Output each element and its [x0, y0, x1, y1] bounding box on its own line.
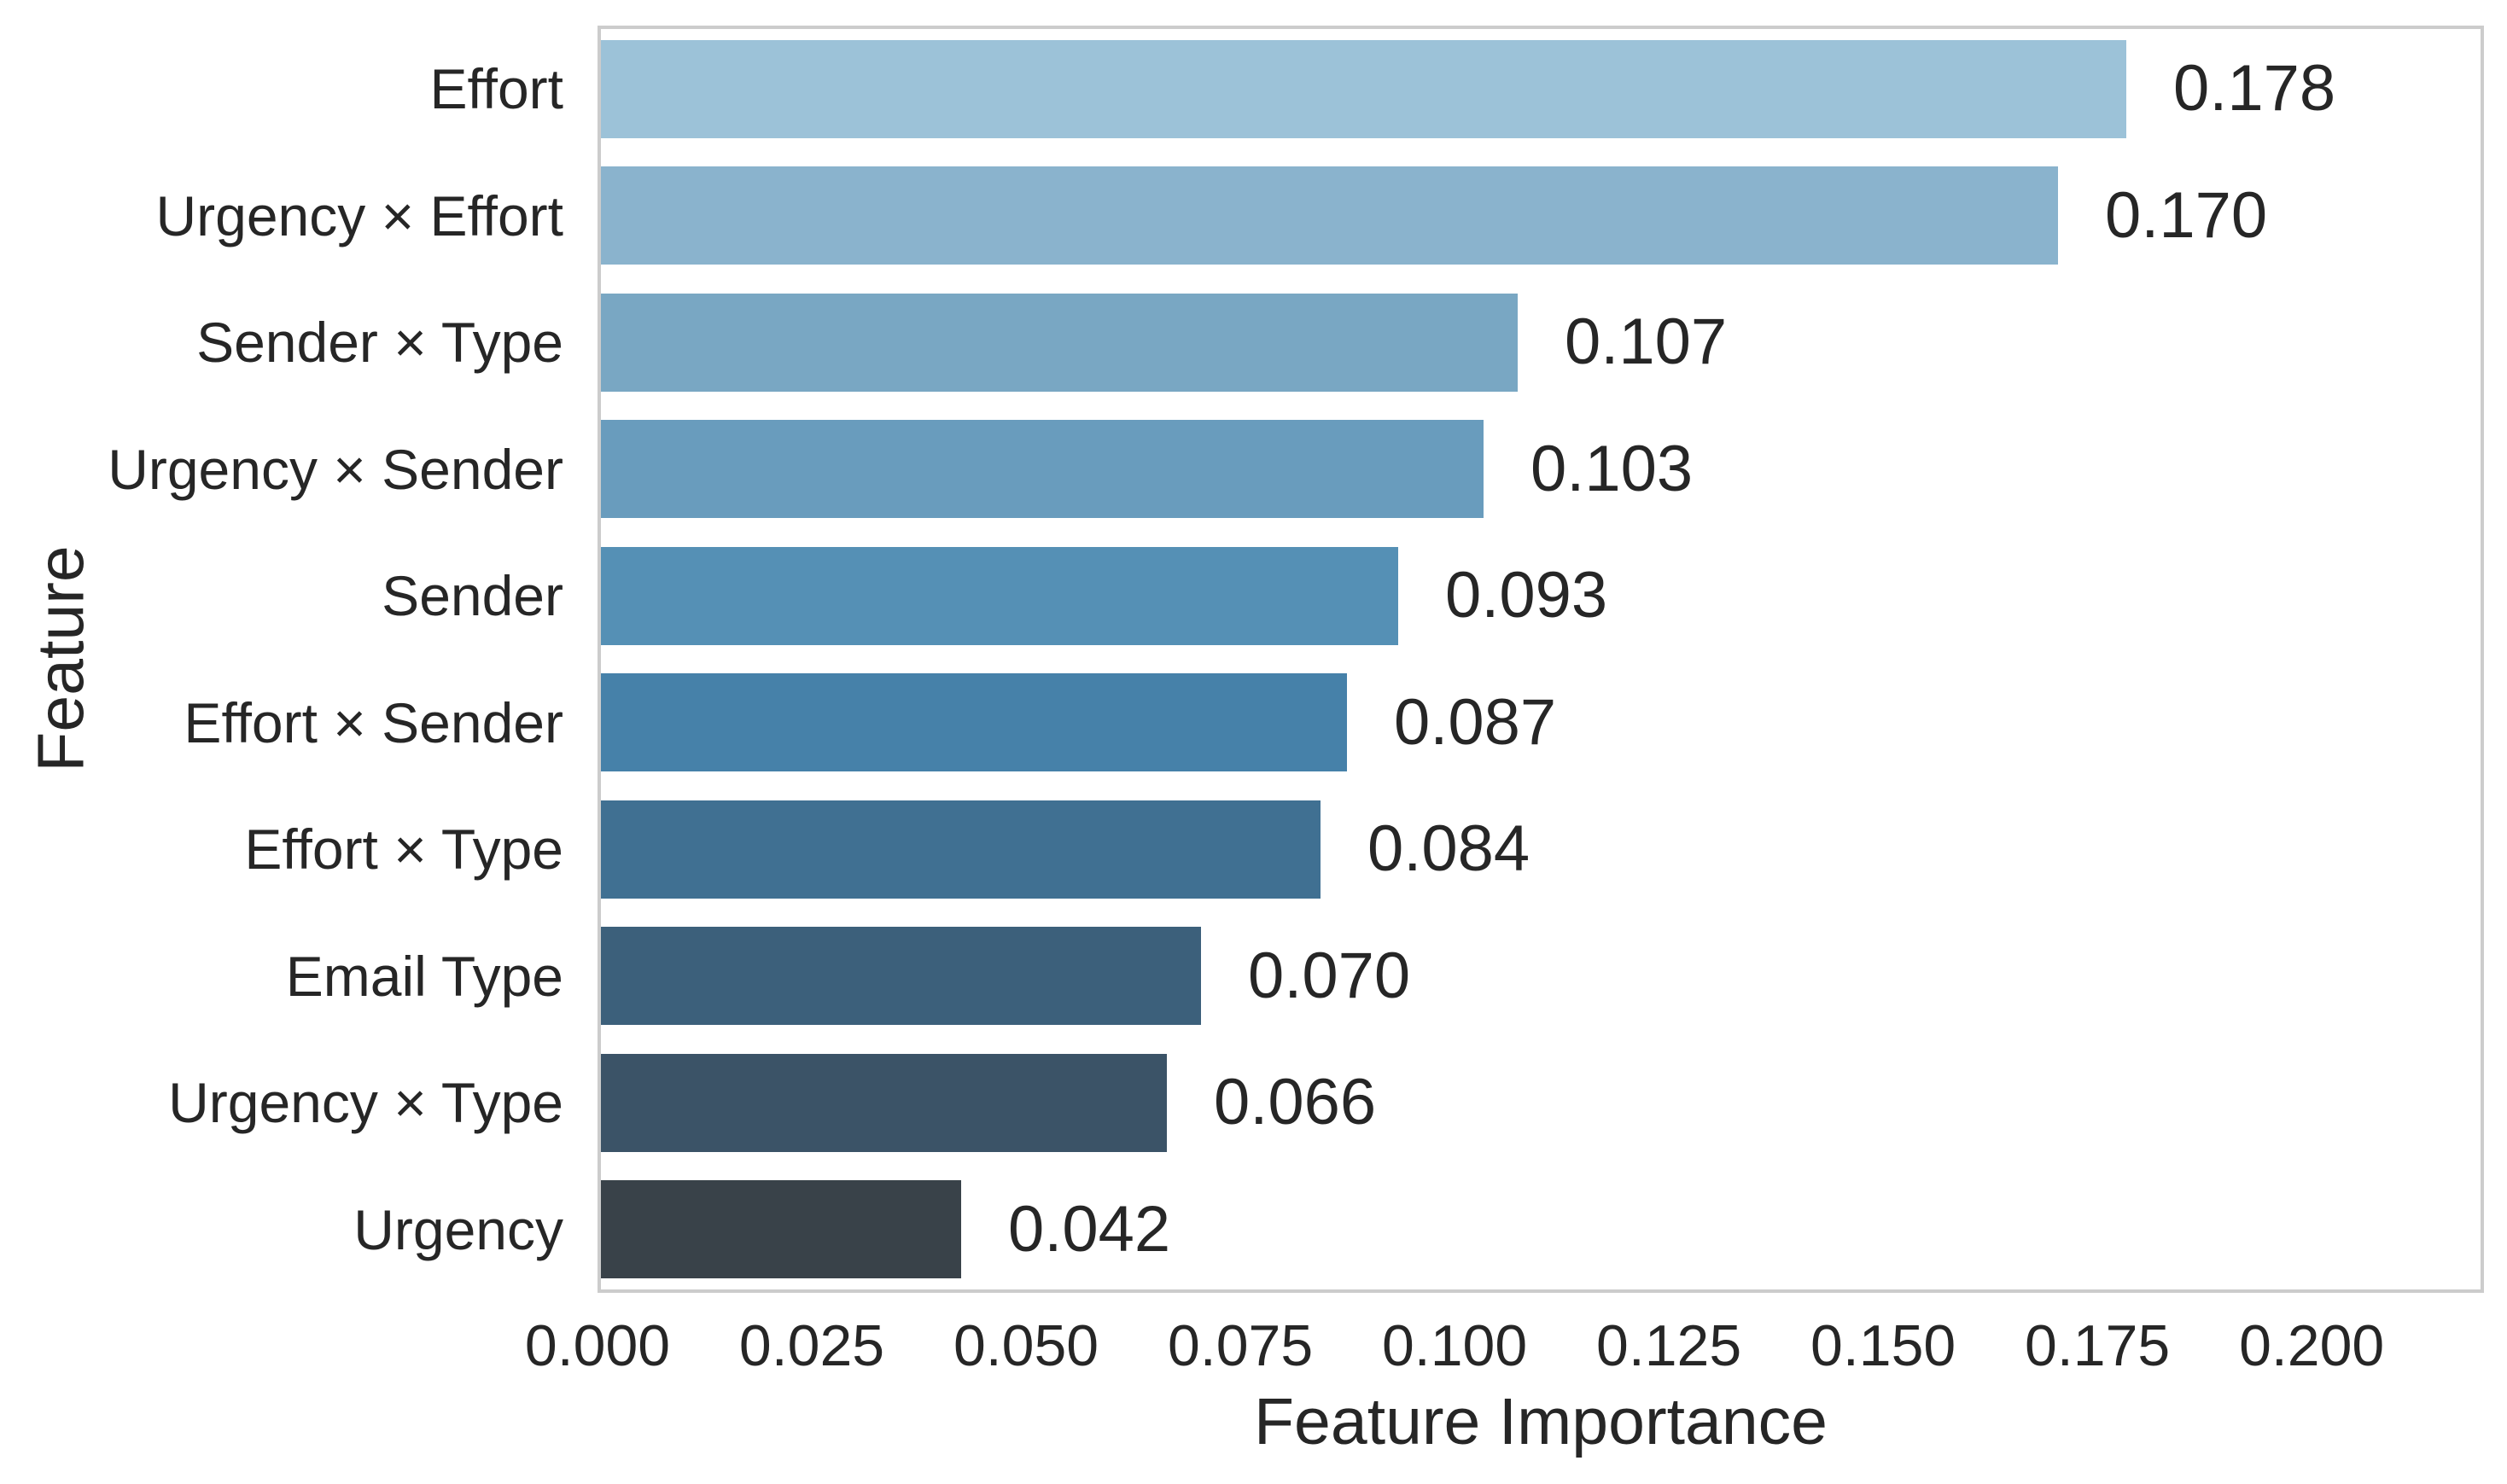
bar-value-label: 0.066 [1214, 1066, 1377, 1139]
bar-value-label: 0.170 [2105, 178, 2268, 252]
y-tick-label: Email Type [285, 944, 563, 1008]
bar-urgency-effort [601, 166, 2058, 265]
x-tick-label: 0.075 [1167, 1313, 1314, 1378]
plot-area: 0.178 0.170 0.107 0.103 0.093 0.087 0.084 0.070… [598, 26, 2484, 1293]
bar-urgency [601, 1180, 961, 1279]
y-tick-labels: Effort Urgency × Effort Sender × Type Urgen… [0, 26, 563, 1293]
bar-value-label: 0.178 [2173, 52, 2336, 125]
y-tick-label: Effort [429, 57, 563, 121]
y-tick-label: Sender [382, 564, 563, 628]
x-axis-title: Feature Importance [1254, 1385, 1828, 1458]
bar-urgency-sender [601, 420, 1484, 519]
bar-value-label: 0.107 [1565, 306, 1728, 379]
bar-effort-sender [601, 673, 1347, 772]
bar-value-label: 0.093 [1445, 559, 1608, 632]
x-tick-label: 0.200 [2239, 1313, 2385, 1378]
x-tick-label: 0.125 [1596, 1313, 1742, 1378]
x-tick-labels: 0.000 0.025 0.050 0.075 0.100 0.125 0.150 0.175… [525, 1313, 2484, 1385]
x-tick-label: 0.100 [1381, 1313, 1528, 1378]
y-tick-label: Urgency × Effort [155, 183, 563, 247]
y-tick-label: Effort × Type [244, 818, 563, 882]
y-tick-label: Urgency × Type [168, 1071, 563, 1135]
x-tick-label: 0.150 [1810, 1313, 1956, 1378]
bar-sender [601, 546, 1398, 645]
x-tick-label: 0.050 [953, 1313, 1099, 1378]
y-tick-label: Sender × Type [196, 311, 563, 375]
y-tick-label: Urgency [353, 1197, 563, 1261]
bar-effort-type [601, 800, 1321, 899]
bar-value-label: 0.084 [1367, 812, 1530, 886]
bar-value-label: 0.087 [1394, 685, 1557, 759]
bar-effort [601, 39, 2126, 138]
bar-email-type [601, 927, 1201, 1026]
y-tick-label: Urgency × Sender [108, 437, 563, 501]
bar-sender-type [601, 293, 1518, 392]
y-tick-label: Effort × Sender [184, 690, 563, 754]
x-tick-label: 0.175 [2025, 1313, 2171, 1378]
bar-urgency-type [601, 1053, 1167, 1152]
bar-value-label: 0.070 [1248, 939, 1411, 1012]
bar-value-label: 0.042 [1008, 1192, 1171, 1266]
bar-value-label: 0.103 [1530, 432, 1694, 505]
x-tick-label: 0.025 [738, 1313, 885, 1378]
x-tick-label: 0.000 [524, 1313, 671, 1378]
